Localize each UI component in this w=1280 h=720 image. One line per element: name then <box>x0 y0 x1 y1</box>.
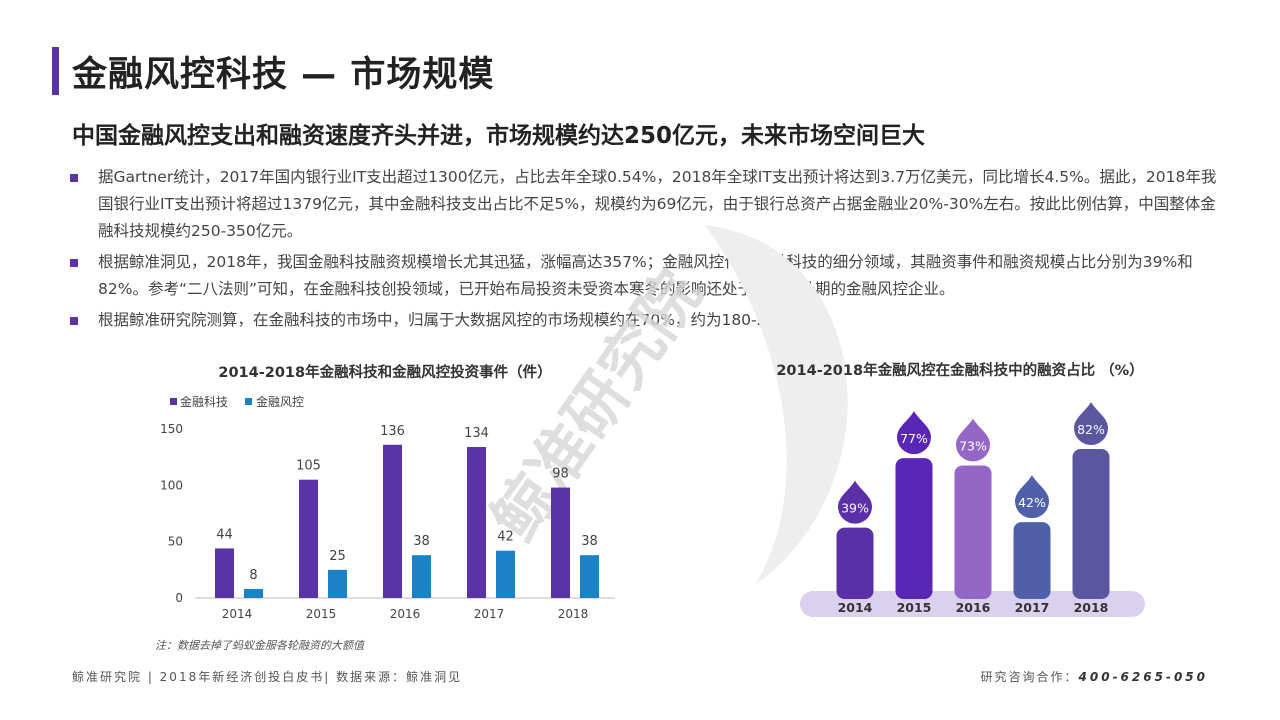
y-tick-label: 150 <box>160 422 183 436</box>
x-tick-label: 2018 <box>558 607 589 621</box>
legend-label-fintech: 金融科技 <box>180 394 228 409</box>
x-tick-label: 2017 <box>474 607 505 621</box>
y-tick-label: 100 <box>160 478 183 492</box>
y-tick-label: 50 <box>168 535 183 549</box>
bullet-text: 据Gartner统计，2017年国内银行业IT支出超过1300亿元，占比去年全球… <box>98 168 1217 240</box>
bar-riskctrl <box>328 569 347 598</box>
bullet-square-icon <box>70 317 78 325</box>
data-label: 42% <box>1018 495 1046 510</box>
x-tick-label: 2016 <box>390 607 421 621</box>
data-label: 73% <box>959 438 987 453</box>
bullet-item: 根据鲸准研究院测算，在金融科技的市场中，归属于大数据风控的市场规模约在70%，约… <box>70 307 1220 334</box>
droplet-marker <box>897 411 931 455</box>
footer-source: 鲸准研究院 | 2018年新经济创投白皮书| 数据来源：鲸准洞见 <box>72 670 463 684</box>
legend-swatch-fintech <box>170 398 177 405</box>
page-title: 金融风控科技 — 市场规模 <box>72 55 495 95</box>
bullet-square-icon <box>70 259 78 267</box>
data-label: 25 <box>329 549 346 564</box>
bar-riskctrl <box>412 555 431 598</box>
bar-fintech <box>383 444 402 598</box>
x-tick-label: 2018 <box>1074 600 1109 615</box>
bullet-square-icon <box>70 174 78 182</box>
data-label: 77% <box>900 431 928 446</box>
chart1-title: 2014-2018年金融科技和金融风控投资事件（件） <box>218 363 551 381</box>
title-accent-bar <box>52 47 59 95</box>
data-label: 105 <box>296 459 321 474</box>
data-label: 98 <box>552 467 569 482</box>
data-label: 8 <box>249 568 257 583</box>
bar-riskctrl <box>496 550 515 598</box>
chart2-title: 2014-2018年金融风控在金融科技中的融资占比 （%） <box>776 361 1143 379</box>
droplet-marker <box>1074 402 1108 445</box>
bullet-item: 根据鲸准洞见，2018年，我国金融科技融资规模增长尤其迅猛，涨幅高达357%；金… <box>70 249 1220 303</box>
bar-riskctrl <box>580 555 599 598</box>
footer-contact: 研究咨询合作：400-6265-050 <box>981 668 1208 685</box>
x-tick-label: 2017 <box>1015 600 1050 615</box>
data-label: 39% <box>841 501 869 516</box>
legend-label-riskctrl: 金融风控 <box>256 394 304 409</box>
data-label: 42 <box>497 530 514 545</box>
share-bar <box>954 465 992 599</box>
investment-events-chart: 2014-2018年金融科技和金融风控投资事件（件） 金融科技 金融风控 0 50… <box>160 363 615 621</box>
share-bar <box>836 527 874 599</box>
x-tick-label: 2015 <box>897 600 932 615</box>
droplet-marker <box>956 418 990 462</box>
x-tick-label: 2016 <box>956 600 991 615</box>
legend-swatch-riskctrl <box>245 398 252 405</box>
x-tick-label: 2014 <box>222 607 253 621</box>
footer-phone: 400-6265-050 <box>1078 670 1208 684</box>
x-tick-label: 2015 <box>306 607 337 621</box>
chart-note: 注：数据去掉了蚂蚁金服各轮融资的大额值 <box>155 639 364 652</box>
bullet-text: 根据鲸准洞见，2018年，我国金融科技融资规模增长尤其迅猛，涨幅高达357%；金… <box>98 253 1193 298</box>
data-label: 38 <box>581 534 598 549</box>
droplet-marker <box>838 480 872 524</box>
share-bar <box>1072 449 1110 599</box>
chart2-bars: 39% 2014 77% 2015 73% 2016 42% 2017 82% 2018 <box>836 402 1110 615</box>
financing-share-chart: 2014-2018年金融风控在金融科技中的融资占比 （%） 39% 2014 77%… <box>776 361 1145 617</box>
bar-fintech <box>299 479 318 598</box>
data-label: 134 <box>464 426 489 441</box>
bullet-list: 据Gartner统计，2017年国内银行业IT支出超过1300亿元，占比去年全球… <box>70 164 1220 338</box>
bullet-item: 据Gartner统计，2017年国内银行业IT支出超过1300亿元，占比去年全球… <box>70 164 1220 245</box>
bar-fintech <box>215 548 234 598</box>
data-label: 44 <box>216 527 233 542</box>
page-subtitle: 中国金融风控支出和融资速度齐头并进，市场规模约达250亿元，未来市场空间巨大 <box>72 123 926 149</box>
share-bar <box>895 458 933 599</box>
share-bar <box>1013 522 1051 599</box>
data-label: 38 <box>413 534 430 549</box>
bar-riskctrl <box>244 588 263 598</box>
bar-fintech <box>467 447 486 598</box>
data-label: 136 <box>380 424 405 439</box>
chart1-legend: 金融科技 金融风控 <box>170 394 304 409</box>
x-tick-label: 2014 <box>838 600 873 615</box>
chart1-axis: 0 50 100 150 2014 2015 2016 2017 2018 <box>160 422 615 621</box>
chart2-base-band <box>800 591 1145 617</box>
bullet-text: 根据鲸准研究院测算，在金融科技的市场中，归属于大数据风控的市场规模约在70%，约… <box>98 311 833 329</box>
chart1-bars: 44 8 105 25 136 38 134 42 98 38 <box>215 424 599 598</box>
data-label: 82% <box>1077 422 1105 437</box>
droplet-marker <box>1015 475 1049 519</box>
y-tick-label: 0 <box>175 591 183 605</box>
footer-contact-label: 研究咨询合作： <box>980 670 1079 684</box>
bar-fintech <box>551 487 570 598</box>
